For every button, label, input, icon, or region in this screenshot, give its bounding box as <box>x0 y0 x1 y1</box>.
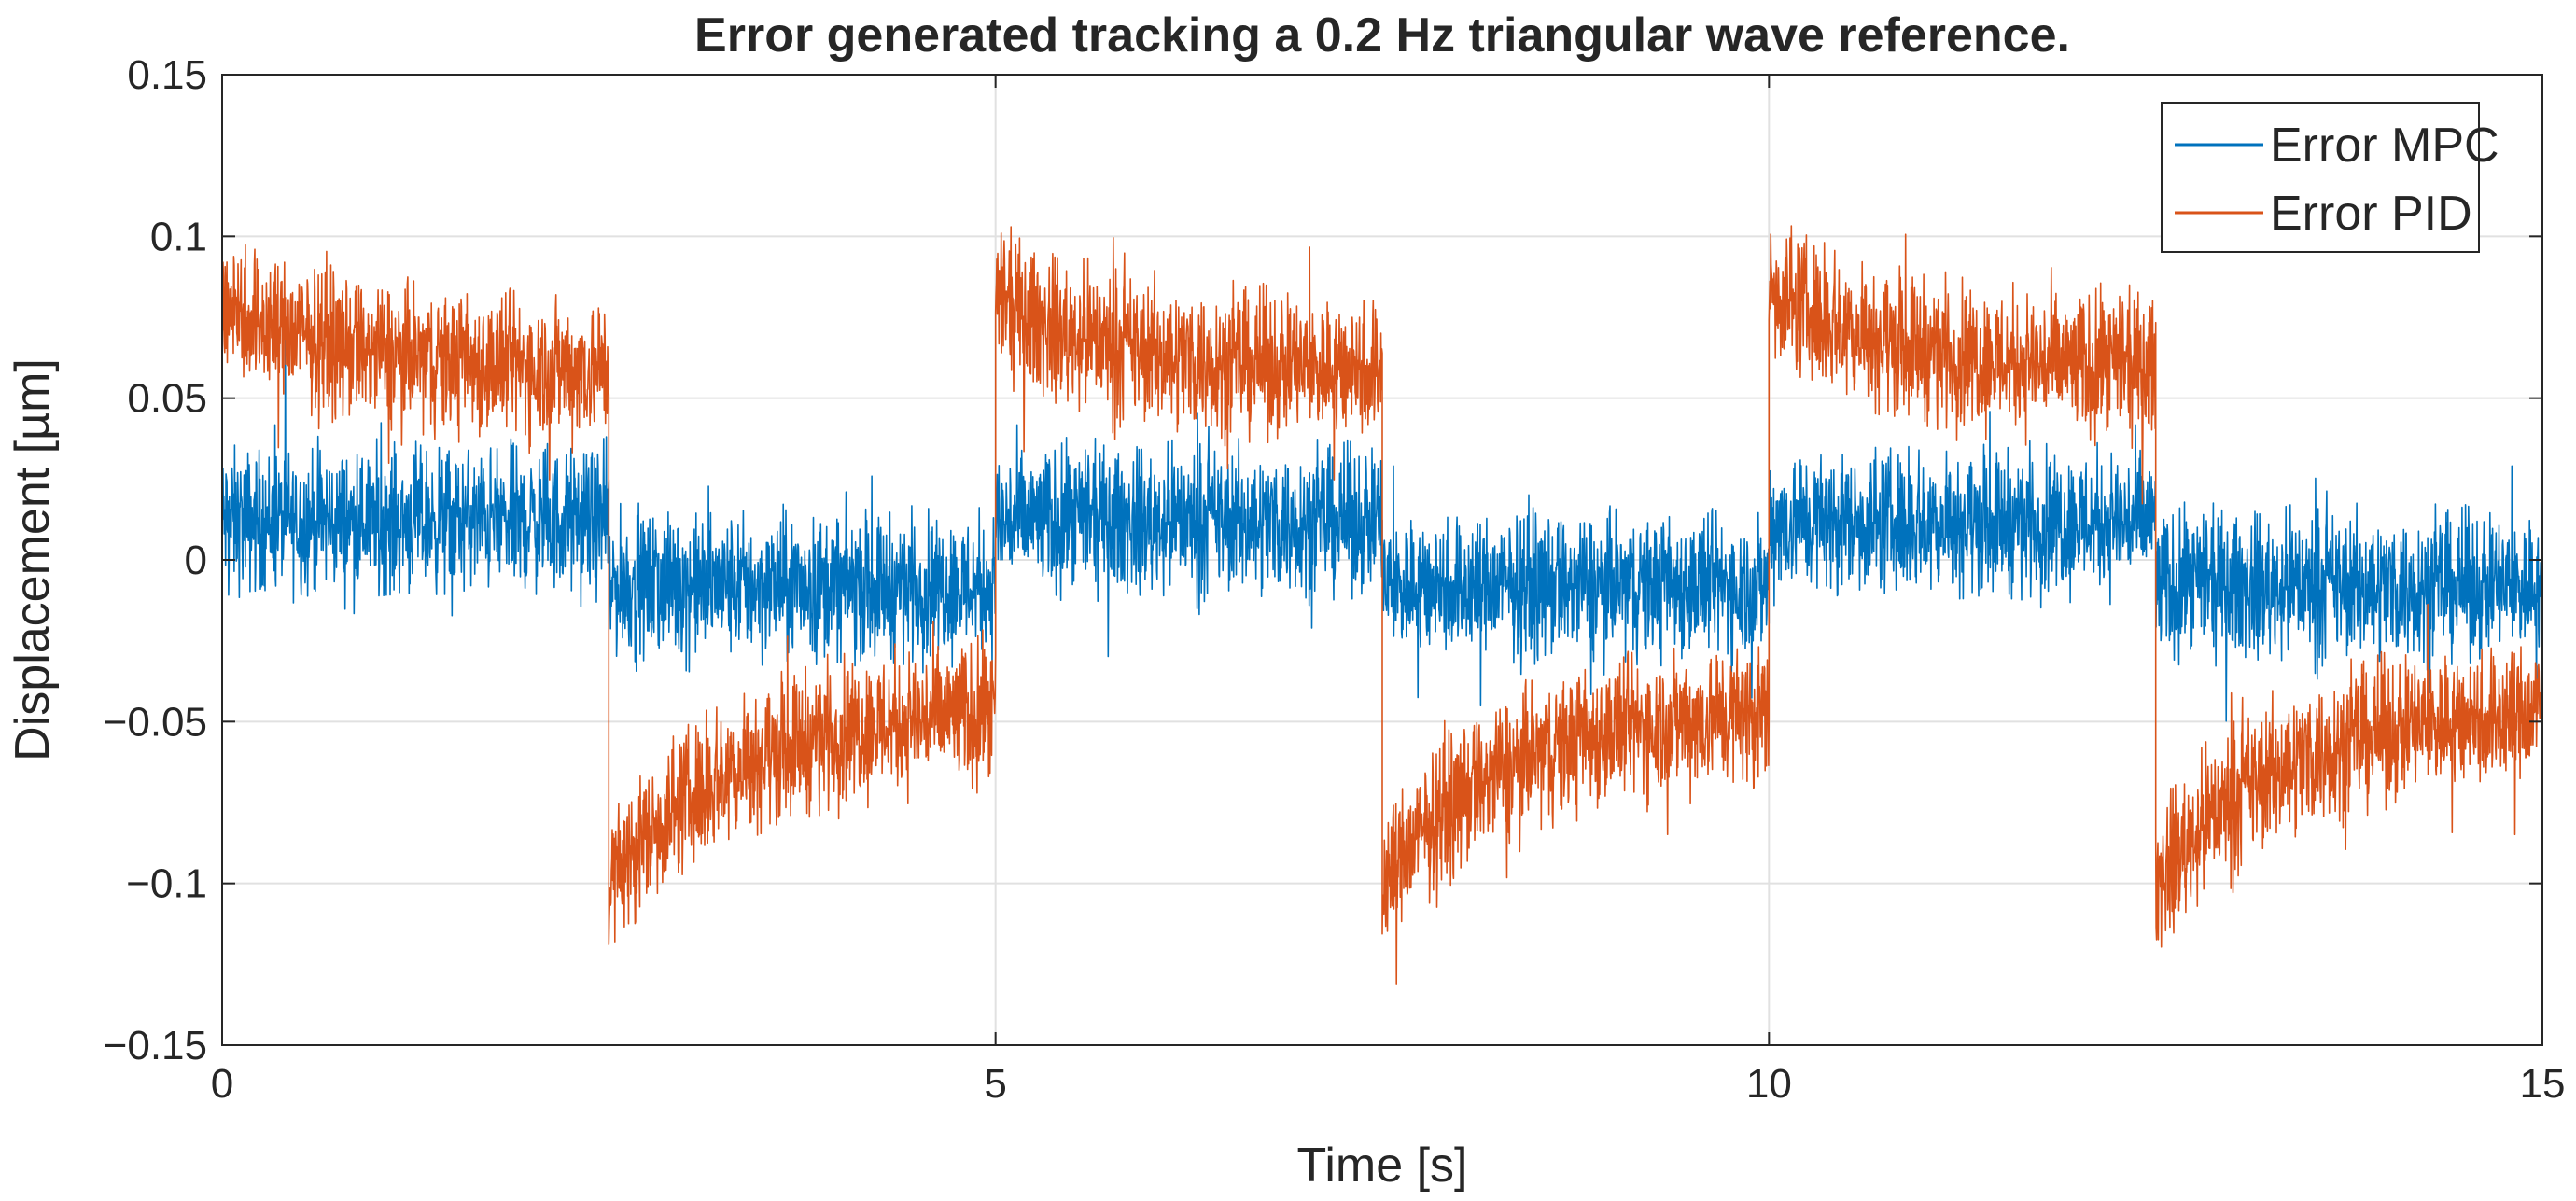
y-axis-label: Displacement [µm] <box>6 358 60 761</box>
y-tick-label: 0 <box>185 538 207 583</box>
y-tick-label: −0.15 <box>104 1023 207 1068</box>
tick-layer: 0 5 10 15 0.15 0.1 0.05 0 −0.05 −0.1 −0.15 <box>104 52 2566 1107</box>
series-line <box>221 225 2543 985</box>
y-tick-label: −0.1 <box>126 861 207 907</box>
legend-box <box>2161 102 2480 253</box>
series-layer <box>221 225 2543 985</box>
x-tick-label: 5 <box>984 1061 1006 1107</box>
chart-title: Error generated tracking a 0.2 Hz triang… <box>694 8 2070 63</box>
x-tick-label: 15 <box>2520 1061 2566 1107</box>
y-tick-label: 0.1 <box>150 214 207 259</box>
legend: Error MPC Error PID <box>2161 102 2499 253</box>
x-tick-label: 0 <box>211 1061 233 1107</box>
x-tick-label: 10 <box>1746 1061 1792 1107</box>
y-tick-label: 0.15 <box>127 52 207 98</box>
y-tick-label: −0.05 <box>104 699 207 745</box>
x-axis-label: Time [s] <box>1297 1138 1468 1193</box>
y-tick-label: 0.05 <box>127 376 207 422</box>
legend-label-mpc: Error MPC <box>2270 119 2499 173</box>
series-error-pid <box>221 225 2543 985</box>
legend-label-pid: Error PID <box>2270 187 2472 241</box>
